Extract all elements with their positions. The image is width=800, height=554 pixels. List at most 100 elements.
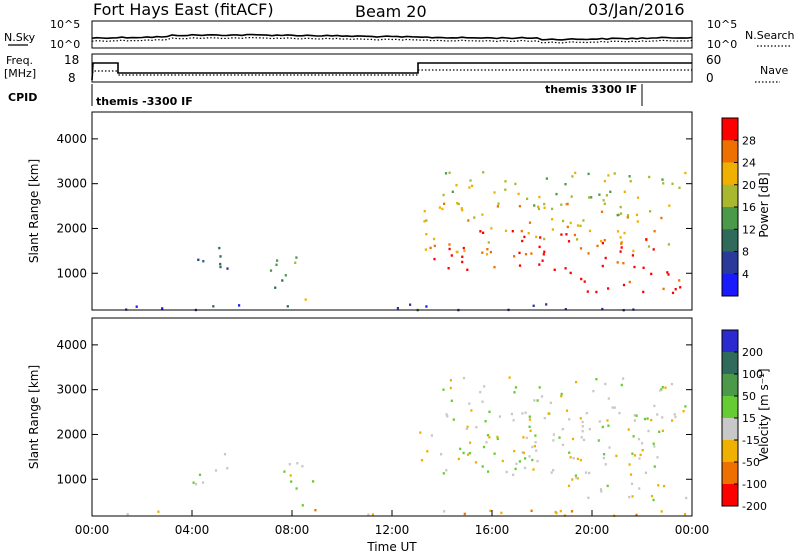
data-cell [635, 513, 638, 517]
data-cell [466, 425, 469, 429]
data-cell [219, 262, 222, 266]
beam-label: Beam 20 [355, 2, 427, 21]
data-cell [653, 465, 656, 468]
velocity-region [567, 476, 688, 502]
power-yticks: 1000 2000 3000 4000 [56, 132, 692, 280]
data-cell [576, 238, 579, 241]
data-cell [283, 470, 286, 473]
data-cell [607, 174, 610, 177]
data-cell [647, 245, 651, 248]
data-cell [522, 436, 525, 439]
data-cell [657, 484, 660, 487]
data-cell [620, 246, 623, 249]
data-cell [512, 473, 515, 476]
data-cell [667, 243, 670, 246]
colorbar-tick-label: 28 [742, 134, 756, 147]
colorbar-tick-label: 15 [742, 412, 756, 425]
data-cell [201, 481, 205, 484]
data-cell [555, 511, 558, 515]
data-cell [603, 239, 606, 242]
colorbar-segment [722, 374, 738, 397]
data-cell [528, 425, 531, 428]
freq-tick-bottom: 8 [68, 71, 76, 85]
data-cell [426, 450, 429, 453]
data-cell [490, 227, 493, 230]
data-cell [552, 433, 555, 436]
power-region [569, 271, 682, 295]
velocity-region [283, 462, 315, 490]
data-cell [192, 481, 195, 484]
data-cell [493, 191, 496, 194]
data-cell [564, 308, 567, 311]
data-cell [572, 457, 575, 460]
power-region [197, 246, 229, 270]
data-cell [685, 496, 688, 500]
colorbar-segment [722, 440, 738, 463]
colorbar-segment [722, 396, 738, 419]
data-cell [194, 482, 198, 486]
data-cell [671, 291, 675, 295]
data-cell [648, 175, 651, 179]
data-cell [508, 376, 511, 379]
data-cell [202, 260, 205, 263]
data-cell [560, 203, 563, 206]
data-cell [660, 510, 663, 513]
data-cell [678, 279, 681, 282]
data-cell [537, 205, 540, 208]
data-cell [600, 210, 604, 213]
data-cell [644, 471, 647, 474]
data-cell [535, 235, 538, 239]
data-cell [551, 218, 554, 221]
data-cell [620, 212, 623, 215]
data-cell [304, 298, 307, 301]
data-cell [276, 259, 279, 262]
data-cell [487, 241, 490, 244]
data-cell [608, 446, 611, 449]
data-cell [513, 255, 516, 258]
freq-label-1: Freq. [6, 54, 33, 67]
data-cell [555, 192, 558, 196]
xtick-label: 00:00 [675, 523, 710, 537]
data-cell [620, 240, 623, 244]
data-cell [622, 377, 625, 380]
power-scatter [125, 171, 687, 312]
nave-tick-bottom: 0 [706, 71, 714, 85]
data-cell [462, 451, 465, 455]
data-cell [607, 397, 610, 400]
data-cell [481, 251, 484, 254]
colorbar-segment [722, 207, 738, 230]
data-cell [455, 250, 458, 254]
data-cell [620, 383, 623, 387]
data-cell [457, 202, 460, 206]
data-cell [629, 180, 632, 183]
data-cell [429, 246, 432, 250]
data-cell [301, 465, 304, 468]
data-cell [573, 233, 576, 237]
xtick-label: 20:00 [575, 523, 610, 537]
data-cell [605, 194, 608, 197]
data-cell [528, 455, 531, 458]
data-cell [627, 428, 630, 431]
data-cell [448, 247, 451, 251]
data-cell [288, 463, 291, 466]
colorbar-tick-label: -100 [742, 478, 767, 491]
colorbar-segment [722, 140, 738, 163]
xtick-label: 08:00 [275, 523, 310, 537]
ytick-label: 4000 [56, 338, 87, 352]
data-cell [570, 195, 573, 198]
freq-panel [91, 53, 693, 83]
data-cell [580, 277, 583, 281]
power-colorbar-label: Power [dB] [757, 172, 771, 237]
data-cell [661, 178, 664, 181]
data-cell [628, 175, 631, 178]
data-cell [465, 427, 468, 430]
data-cell [656, 413, 659, 416]
data-cell [423, 220, 426, 223]
data-cell [564, 183, 567, 186]
data-cell [579, 458, 582, 462]
data-cell [579, 247, 583, 250]
data-cell [581, 430, 584, 433]
data-cell [485, 441, 488, 444]
freq-trace [91, 62, 692, 81]
velocity-scatter [126, 376, 688, 517]
